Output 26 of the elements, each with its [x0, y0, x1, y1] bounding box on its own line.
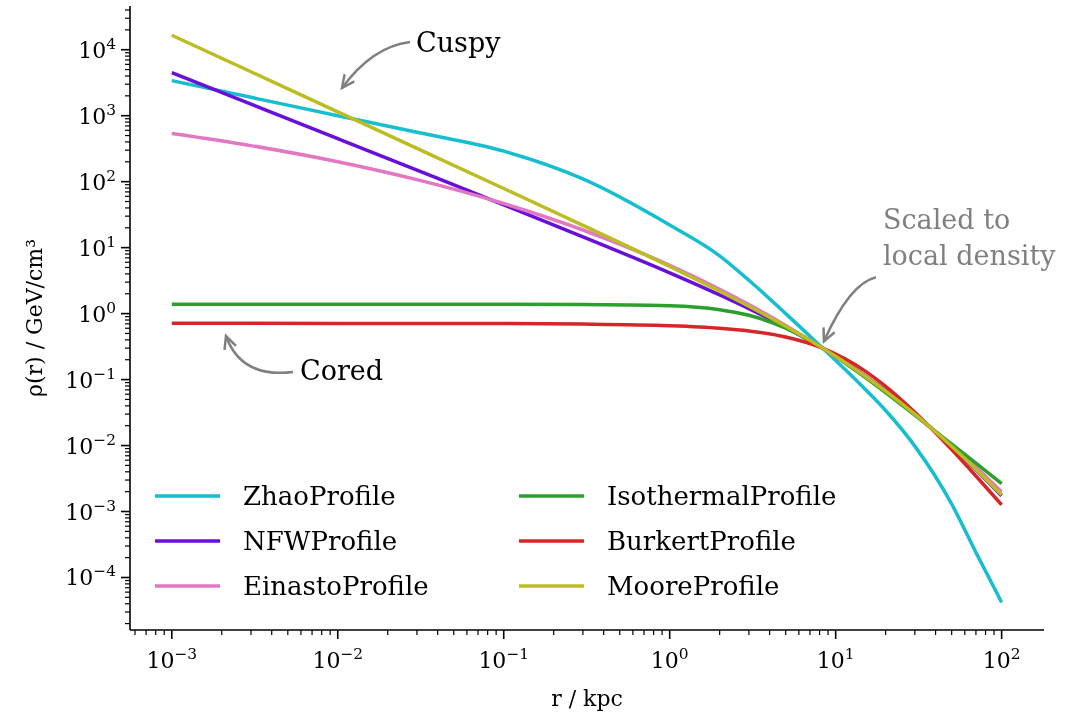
y-tick-label: 10$^{2}$	[78, 166, 116, 195]
y-tick-label: 10$^{−2}$	[65, 430, 116, 459]
legend-label: ZhaoProfile	[243, 481, 396, 511]
annotation: Scaled to local density	[882, 204, 1057, 272]
legend-label: IsothermalProfile	[607, 481, 837, 511]
x-tick-label: 10$^{−1}$	[478, 645, 530, 673]
annotation: Cuspy	[416, 27, 502, 58]
x-tick-label: 10$^{−3}$	[146, 645, 198, 673]
y-tick-label: 10$^{4}$	[78, 34, 117, 63]
y-tick-label: 10$^{3}$	[78, 100, 116, 129]
x-tick-label: 10$^{0}$	[650, 645, 689, 673]
legend-label: MooreProfile	[607, 571, 780, 601]
y-axis-title: ρ(r) / GeV/cm³	[22, 239, 47, 397]
x-tick-label: 10$^{2}$	[982, 645, 1021, 673]
x-tick-label: 10$^{−2}$	[312, 645, 364, 673]
y-tick-label: 10$^{−3}$	[65, 496, 116, 525]
y-tick-label: 10$^{0}$	[78, 298, 116, 327]
y-tick-label: 10$^{−4}$	[65, 562, 117, 591]
x-axis-title: r / kpc	[551, 686, 623, 711]
annotation: Cored	[300, 355, 384, 386]
y-tick-label: 10$^{1}$	[78, 232, 116, 261]
legend-label: EinastoProfile	[243, 571, 429, 601]
legend-label: NFWProfile	[243, 526, 398, 556]
legend-label: BurkertProfile	[607, 526, 796, 556]
y-tick-label: 10$^{−1}$	[65, 364, 116, 393]
x-tick-label: 10$^{1}$	[816, 645, 855, 673]
